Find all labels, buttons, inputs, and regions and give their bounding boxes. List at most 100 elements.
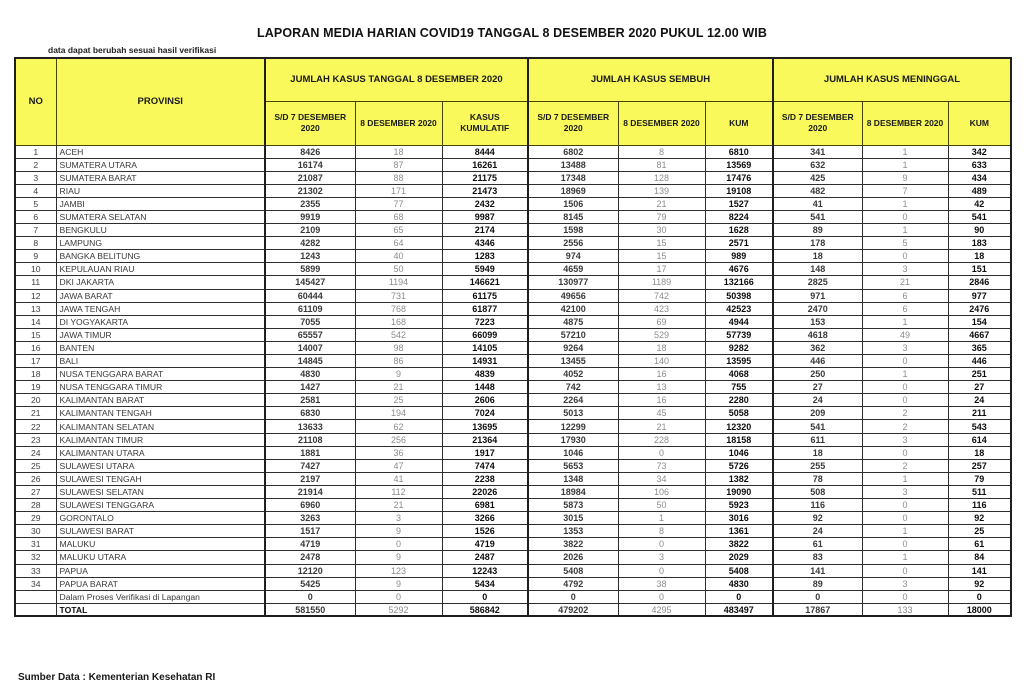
province-cell: MALUKU — [55, 537, 266, 552]
row-number-cell: 18 — [14, 367, 57, 382]
value-cell: 1353 — [527, 524, 619, 539]
value-cell: 183 — [947, 236, 1012, 251]
value-cell: 79 — [617, 209, 706, 225]
value-cell: 7427 — [264, 458, 356, 473]
row-number-cell: 23 — [14, 432, 57, 447]
value-cell: 228 — [617, 432, 706, 447]
row-number-cell: 26 — [14, 471, 57, 486]
value-cell: 0 — [354, 589, 443, 604]
value-cell: 2470 — [772, 301, 863, 316]
table-row: 24 KALIMANTAN UTARA 1881 36 1917 1046 0 1046 18 0… — [14, 445, 1012, 460]
value-cell: 49 — [861, 327, 949, 342]
province-cell: TOTAL — [55, 602, 266, 617]
row-number-cell: 8 — [14, 236, 57, 251]
value-cell: 16 — [617, 393, 706, 408]
value-cell: 34 — [617, 471, 706, 486]
value-cell: 87 — [354, 157, 443, 172]
value-cell: 65 — [354, 223, 443, 238]
col-header-meninggal-8des: 8 DESEMBER 2020 — [861, 100, 949, 146]
value-cell: 123 — [354, 563, 443, 578]
value-cell: 3 — [861, 484, 949, 500]
value-cell: 98 — [354, 340, 443, 356]
value-cell: 18 — [947, 445, 1012, 460]
value-cell: 7223 — [441, 314, 529, 329]
value-cell: 257 — [947, 458, 1012, 473]
row-number-cell: 5 — [14, 196, 57, 211]
province-cell: NUSA TENGGARA BARAT — [55, 367, 266, 382]
value-cell: 529 — [617, 327, 706, 342]
row-number-cell: 24 — [14, 445, 57, 460]
value-cell: 482 — [772, 183, 863, 198]
value-cell: 6802 — [527, 144, 619, 159]
value-cell: 116 — [772, 498, 863, 513]
value-cell: 9987 — [441, 209, 529, 225]
table-row: 14 DI YOGYAKARTA 7055 168 7223 4875 69 4944 153 1… — [14, 314, 1012, 329]
verification-note: data dapat berubah sesuai hasil verifika… — [48, 45, 217, 55]
covid-daily-report-table: NO PROVINSI JUMLAH KASUS TANGGAL 8 DESEM… — [14, 57, 1012, 618]
table-row: 16 BANTEN 14007 98 14105 9264 18 9282 362 3 365 — [14, 340, 1012, 356]
table-row: 27 SULAWESI SELATAN 21914 112 22026 18984 106 1… — [14, 484, 1012, 500]
value-cell: 5 — [861, 236, 949, 251]
row-number-cell: 29 — [14, 511, 57, 526]
value-cell: 21 — [354, 498, 443, 513]
value-cell: 3266 — [441, 511, 529, 526]
value-cell: 19108 — [704, 183, 774, 198]
value-cell: 7 — [861, 183, 949, 198]
value-cell: 3016 — [704, 511, 774, 526]
row-number-cell: 16 — [14, 340, 57, 356]
value-cell: 0 — [617, 445, 706, 460]
value-cell: 68 — [354, 209, 443, 225]
row-number-cell: 34 — [14, 576, 57, 591]
value-cell: 21108 — [264, 432, 356, 447]
value-cell: 8444 — [441, 144, 529, 159]
value-cell: 5899 — [264, 262, 356, 277]
province-cell: KALIMANTAN SELATAN — [55, 419, 266, 434]
value-cell: 9 — [861, 170, 949, 185]
table-row: 21 KALIMANTAN TENGAH 6830 194 7024 5013 45 5058… — [14, 406, 1012, 421]
value-cell: 41 — [354, 471, 443, 486]
row-number-cell: 25 — [14, 458, 57, 473]
row-number-cell: 9 — [14, 249, 57, 264]
value-cell: 13 — [617, 380, 706, 395]
table-row: 12 JAWA BARAT 60444 731 61175 49656 742 50398 97… — [14, 288, 1012, 303]
table-row: 18 NUSA TENGGARA BARAT 4830 9 4839 4052 16 4068… — [14, 367, 1012, 382]
value-cell: 8 — [617, 524, 706, 539]
table-row: 11 DKI JAKARTA 145427 1194 146621 130977 1189 1… — [14, 275, 1012, 290]
value-cell: 0 — [861, 498, 949, 513]
value-cell: 0 — [617, 563, 706, 578]
value-cell: 57210 — [527, 327, 619, 342]
province-cell: SUMATERA BARAT — [55, 170, 266, 185]
value-cell: 22026 — [441, 484, 529, 500]
value-cell: 6 — [861, 301, 949, 316]
row-number-cell: 6 — [14, 209, 57, 225]
row-number-cell: 32 — [14, 550, 57, 565]
value-cell: 4944 — [704, 314, 774, 329]
province-cell: RIAU — [55, 183, 266, 198]
value-cell: 2029 — [704, 550, 774, 565]
value-cell: 1517 — [264, 524, 356, 539]
value-cell: 5408 — [527, 563, 619, 578]
value-cell: 5873 — [527, 498, 619, 513]
value-cell: 14931 — [441, 353, 529, 369]
value-cell: 0 — [861, 445, 949, 460]
value-cell: 12320 — [704, 419, 774, 434]
value-cell: 4295 — [617, 602, 706, 617]
value-cell: 42100 — [527, 301, 619, 316]
row-number-cell: 27 — [14, 484, 57, 500]
value-cell: 38 — [617, 576, 706, 591]
value-cell: 65557 — [264, 327, 356, 342]
value-cell: 255 — [772, 458, 863, 473]
value-cell: 4676 — [704, 262, 774, 277]
value-cell: 586842 — [441, 602, 529, 617]
value-cell: 9264 — [527, 340, 619, 356]
value-cell: 6830 — [264, 406, 356, 421]
value-cell: 209 — [772, 406, 863, 421]
province-cell: SUMATERA SELATAN — [55, 209, 266, 225]
value-cell: 4875 — [527, 314, 619, 329]
value-cell: 2238 — [441, 471, 529, 486]
value-cell: 15 — [617, 236, 706, 251]
value-cell: 6810 — [704, 144, 774, 159]
value-cell: 21914 — [264, 484, 356, 500]
value-cell: 16 — [617, 367, 706, 382]
value-cell: 581550 — [264, 602, 356, 617]
